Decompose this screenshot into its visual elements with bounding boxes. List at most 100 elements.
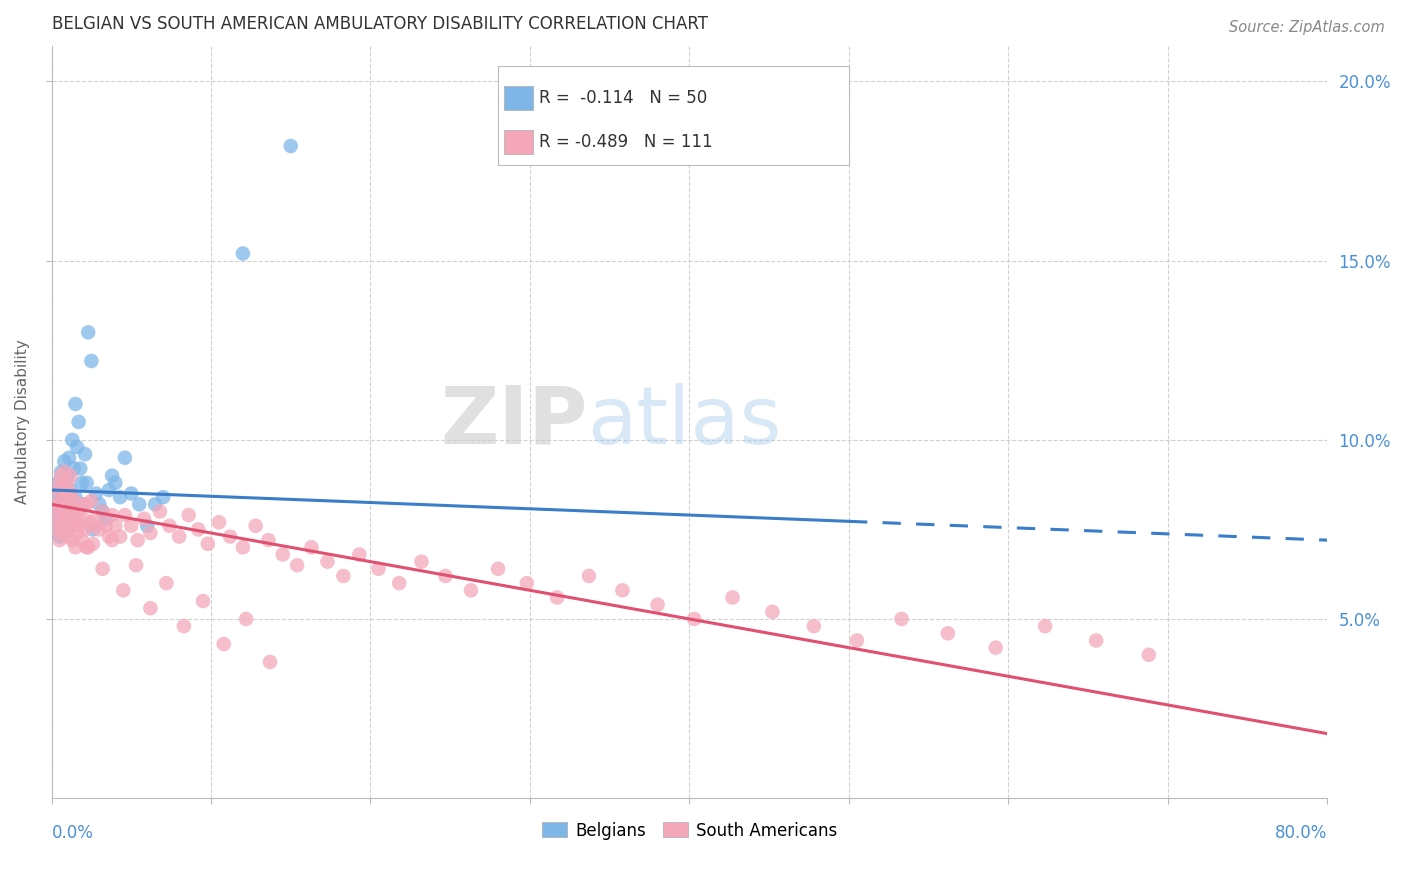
Point	[187, 522, 209, 536]
Point	[72, 497, 94, 511]
Point	[91, 562, 114, 576]
Point	[52, 479, 75, 493]
Point	[73, 447, 96, 461]
Point	[91, 504, 114, 518]
Point	[53, 465, 76, 479]
Point	[984, 640, 1007, 655]
Point	[52, 483, 75, 497]
Point	[48, 530, 70, 544]
Point	[167, 530, 190, 544]
Point	[55, 479, 77, 493]
Point	[546, 591, 568, 605]
Point	[83, 518, 105, 533]
Point	[232, 541, 254, 555]
Point	[120, 518, 142, 533]
Point	[65, 490, 87, 504]
Point	[56, 468, 79, 483]
Point	[63, 461, 86, 475]
Point	[411, 555, 433, 569]
Point	[89, 522, 111, 536]
Point	[890, 612, 912, 626]
Point	[212, 637, 235, 651]
Point	[80, 354, 103, 368]
Point	[56, 504, 79, 518]
Point	[58, 493, 80, 508]
Point	[845, 633, 868, 648]
Point	[232, 246, 254, 260]
Text: 80.0%: 80.0%	[1275, 824, 1327, 842]
Point	[486, 562, 509, 576]
Point	[173, 619, 195, 633]
Point	[721, 591, 744, 605]
Point	[108, 490, 131, 504]
Legend: Belgians, South Americans: Belgians, South Americans	[536, 815, 844, 847]
Point	[48, 486, 70, 500]
Point	[46, 483, 69, 497]
Text: R = -0.489   N = 111: R = -0.489 N = 111	[538, 133, 713, 151]
Point	[108, 530, 131, 544]
Point	[76, 497, 98, 511]
Point	[49, 518, 72, 533]
Point	[77, 541, 100, 555]
Point	[143, 497, 166, 511]
Point	[125, 558, 148, 573]
Point	[59, 511, 82, 525]
Point	[803, 619, 825, 633]
Point	[48, 504, 70, 518]
Point	[97, 483, 120, 497]
Point	[77, 326, 100, 340]
Point	[55, 508, 77, 522]
Point	[114, 508, 136, 522]
Point	[65, 518, 87, 533]
Point	[683, 612, 706, 626]
Point	[257, 533, 280, 548]
Point	[101, 508, 124, 522]
Point	[76, 475, 98, 490]
Point	[388, 576, 411, 591]
Text: BELGIAN VS SOUTH AMERICAN AMBULATORY DISABILITY CORRELATION CHART: BELGIAN VS SOUTH AMERICAN AMBULATORY DIS…	[52, 15, 707, 33]
Point	[128, 497, 150, 511]
Point	[45, 522, 67, 536]
Point	[46, 518, 69, 533]
Point	[60, 504, 83, 518]
Point	[149, 504, 172, 518]
Point	[46, 511, 69, 525]
Point	[367, 562, 389, 576]
Point	[70, 533, 93, 548]
Point	[612, 583, 634, 598]
Point	[45, 497, 67, 511]
Text: Source: ZipAtlas.com: Source: ZipAtlas.com	[1229, 20, 1385, 35]
Text: 0.0%: 0.0%	[52, 824, 93, 842]
Point	[66, 526, 89, 541]
Point	[56, 530, 79, 544]
Point	[53, 493, 76, 508]
Point	[104, 475, 127, 490]
Point	[69, 497, 91, 511]
Text: ZIP: ZIP	[440, 383, 588, 461]
Point	[60, 533, 83, 548]
Point	[97, 530, 120, 544]
Point	[132, 511, 155, 525]
Point	[55, 504, 77, 518]
Y-axis label: Ambulatory Disability: Ambulatory Disability	[15, 340, 30, 504]
Point	[316, 555, 339, 569]
Point	[53, 490, 76, 504]
Point	[49, 468, 72, 483]
Point	[48, 475, 70, 490]
Point	[91, 504, 114, 518]
Point	[104, 518, 127, 533]
Point	[70, 475, 93, 490]
Point	[59, 483, 82, 497]
Point	[1033, 619, 1056, 633]
Text: R =  -0.114   N = 50: R = -0.114 N = 50	[538, 89, 707, 107]
Point	[63, 518, 86, 533]
Point	[52, 526, 75, 541]
Point	[48, 533, 70, 548]
Point	[235, 612, 257, 626]
Point	[67, 415, 90, 429]
Point	[101, 533, 124, 548]
Point	[1137, 648, 1160, 662]
Point	[59, 511, 82, 525]
Point	[139, 526, 162, 541]
Point	[191, 594, 214, 608]
